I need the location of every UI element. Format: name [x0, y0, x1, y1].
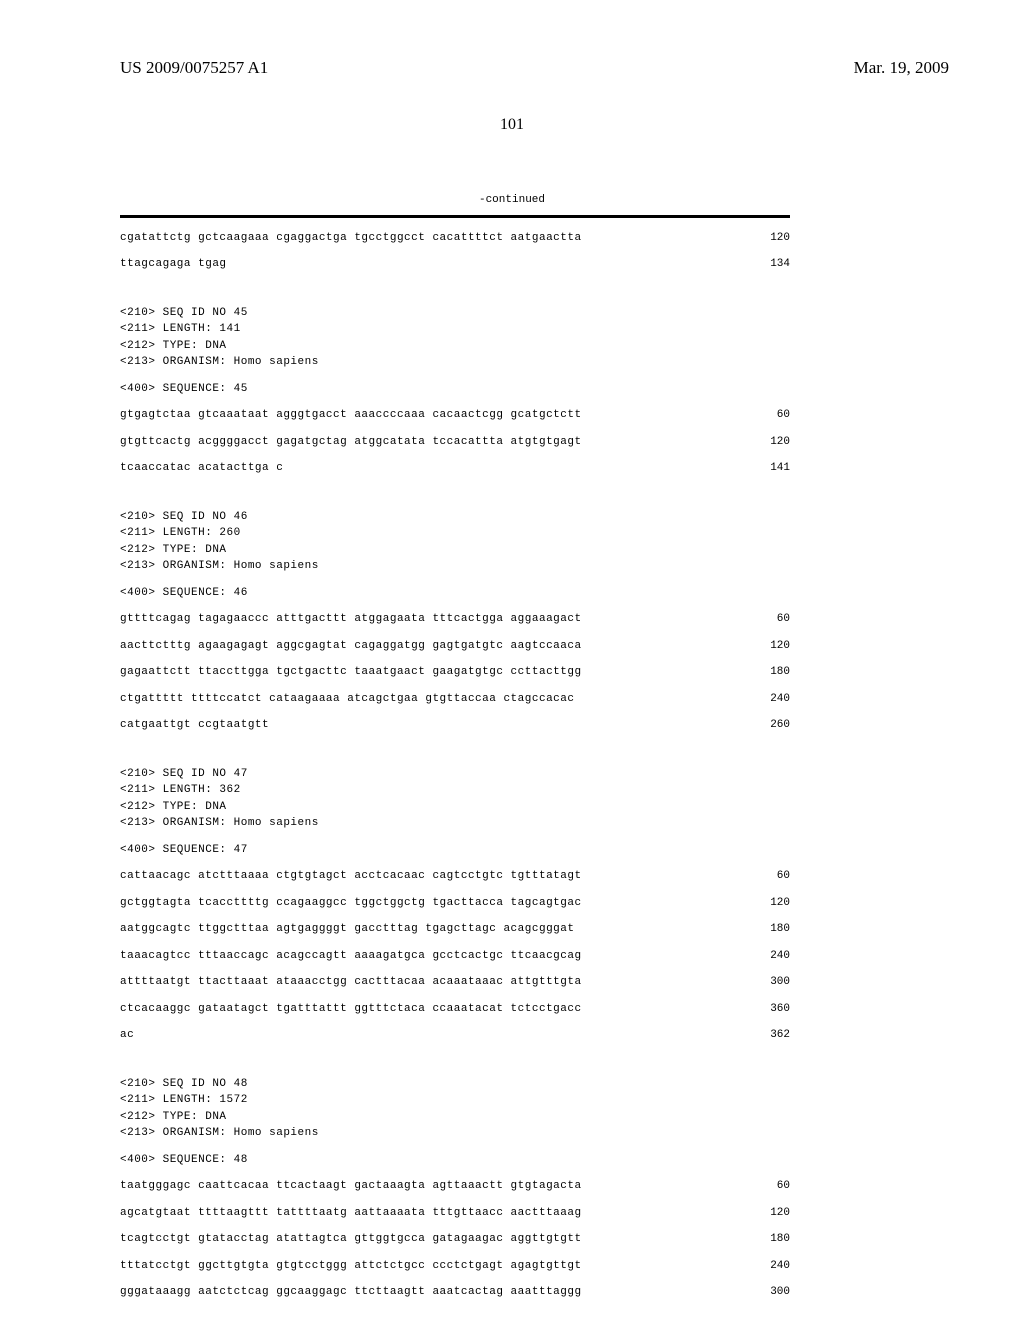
sequence-position: 240: [750, 1258, 790, 1275]
sequence-meta: <210> SEQ ID NO 47: [120, 766, 904, 783]
sequence-text: tcaaccatac acatacttga c: [120, 460, 283, 477]
sequence-line: gctggtagta tcaccttttg ccagaaggcc tggctgg…: [120, 895, 790, 912]
sequence-line: attttaatgt ttacttaaat ataaacctgg cacttta…: [120, 974, 790, 991]
sequence-line: gtgagtctaa gtcaaataat agggtgacct aaacccc…: [120, 407, 790, 424]
sequence-text: catgaattgt ccgtaatgtt: [120, 717, 269, 734]
sequence-meta: <211> LENGTH: 260: [120, 525, 904, 542]
sequence-meta: <213> ORGANISM: Homo sapiens: [120, 1125, 904, 1142]
sequence-text: gagaattctt ttaccttgga tgctgacttc taaatga…: [120, 664, 582, 681]
sequence-position: 60: [750, 868, 790, 885]
sequence-position: 120: [750, 230, 790, 247]
sequence-line: tcagtcctgt gtatacctag atattagtca gttggtg…: [120, 1231, 790, 1248]
sequence-line: tttatcctgt ggcttgtgta gtgtcctggg attctct…: [120, 1258, 790, 1275]
sequence-text: cgatattctg gctcaagaaa cgaggactga tgcctgg…: [120, 230, 582, 247]
sequence-position: 60: [750, 611, 790, 628]
continued-label: -continued: [120, 192, 904, 209]
sequence-meta: <210> SEQ ID NO 45: [120, 305, 904, 322]
sequence-text: agcatgtaat ttttaagttt tattttaatg aattaaa…: [120, 1205, 582, 1222]
sequence-text: gtgagtctaa gtcaaataat agggtgacct aaacccc…: [120, 407, 582, 424]
sequence-text: taatgggagc caattcacaa ttcactaagt gactaaa…: [120, 1178, 582, 1195]
sequence-text: taaacagtcc tttaaccagc acagccagtt aaaagat…: [120, 948, 582, 965]
sequence-text: gtgttcactg acggggacct gagatgctag atggcat…: [120, 434, 582, 451]
sequence-line: gagaattctt ttaccttgga tgctgacttc taaatga…: [120, 664, 790, 681]
sequence-position: 141: [750, 460, 790, 477]
sequence-position: 120: [750, 434, 790, 451]
sequence-meta: <212> TYPE: DNA: [120, 799, 904, 816]
page-number: 101: [0, 116, 1024, 134]
sequence-label: <400> SEQUENCE: 45: [120, 381, 904, 398]
sequence-line: aatggcagtc ttggctttaa agtgaggggt gaccttt…: [120, 921, 790, 938]
sequence-position: 180: [750, 921, 790, 938]
sequence-line: gggataaagg aatctctcag ggcaaggagc ttcttaa…: [120, 1284, 790, 1301]
sequence-line: cgatattctg gctcaagaaa cgaggactga tgcctgg…: [120, 230, 790, 247]
sequence-position: 120: [750, 895, 790, 912]
sequence-text: gctggtagta tcaccttttg ccagaaggcc tggctgg…: [120, 895, 582, 912]
sequence-position: 120: [750, 638, 790, 655]
sequence-line: aacttctttg agaagagagt aggcgagtat cagagga…: [120, 638, 790, 655]
sequence-position: 60: [750, 407, 790, 424]
sequence-position: 360: [750, 1001, 790, 1018]
sequence-position: 134: [750, 256, 790, 273]
sequence-line: catgaattgt ccgtaatgtt 260: [120, 717, 790, 734]
sequence-line: ctgattttt ttttccatct cataagaaaa atcagctg…: [120, 691, 790, 708]
sequence-text: ttagcagaga tgag: [120, 256, 227, 273]
sequence-position: 180: [750, 664, 790, 681]
sequence-meta: <211> LENGTH: 362: [120, 782, 904, 799]
sequence-listing: -continued cgatattctg gctcaagaaa cgaggac…: [0, 134, 1024, 1301]
sequence-container: cgatattctg gctcaagaaa cgaggactga tgcctgg…: [120, 230, 904, 1301]
sequence-label: <400> SEQUENCE: 48: [120, 1152, 904, 1169]
sequence-text: tcagtcctgt gtatacctag atattagtca gttggtg…: [120, 1231, 582, 1248]
sequence-line: taatgggagc caattcacaa ttcactaagt gactaaa…: [120, 1178, 790, 1195]
sequence-text: gggataaagg aatctctcag ggcaaggagc ttcttaa…: [120, 1284, 582, 1301]
sequence-meta: <213> ORGANISM: Homo sapiens: [120, 354, 904, 371]
sequence-line: taaacagtcc tttaaccagc acagccagtt aaaagat…: [120, 948, 790, 965]
sequence-position: 362: [750, 1027, 790, 1044]
document-number: US 2009/0075257 A1: [120, 58, 268, 78]
sequence-text: gttttcagag tagagaaccc atttgacttt atggaga…: [120, 611, 582, 628]
sequence-meta: <211> LENGTH: 141: [120, 321, 904, 338]
sequence-meta: <212> TYPE: DNA: [120, 338, 904, 355]
sequence-position: 120: [750, 1205, 790, 1222]
sequence-text: aatggcagtc ttggctttaa agtgaggggt gaccttt…: [120, 921, 574, 938]
document-date: Mar. 19, 2009: [854, 58, 949, 78]
sequence-position: 300: [750, 1284, 790, 1301]
sequence-line: cattaacagc atctttaaaa ctgtgtagct acctcac…: [120, 868, 790, 885]
sequence-line: gtgttcactg acggggacct gagatgctag atggcat…: [120, 434, 790, 451]
sequence-meta: <213> ORGANISM: Homo sapiens: [120, 815, 904, 832]
sequence-text: ctgattttt ttttccatct cataagaaaa atcagctg…: [120, 691, 574, 708]
sequence-line: ttagcagaga tgag 134: [120, 256, 790, 273]
sequence-position: 260: [750, 717, 790, 734]
sequence-text: ctcacaaggc gataatagct tgatttattt ggtttct…: [120, 1001, 582, 1018]
sequence-text: attttaatgt ttacttaaat ataaacctgg cacttta…: [120, 974, 582, 991]
sequence-position: 240: [750, 691, 790, 708]
sequence-text: ac: [120, 1027, 134, 1044]
sequence-meta: <211> LENGTH: 1572: [120, 1092, 904, 1109]
sequence-meta: <210> SEQ ID NO 46: [120, 509, 904, 526]
sequence-position: 180: [750, 1231, 790, 1248]
sequence-meta: <212> TYPE: DNA: [120, 1109, 904, 1126]
page-header: US 2009/0075257 A1 Mar. 19, 2009: [0, 0, 1024, 78]
sequence-meta: <210> SEQ ID NO 48: [120, 1076, 904, 1093]
sequence-position: 300: [750, 974, 790, 991]
sequence-meta: <212> TYPE: DNA: [120, 542, 904, 559]
sequence-label: <400> SEQUENCE: 47: [120, 842, 904, 859]
sequence-text: cattaacagc atctttaaaa ctgtgtagct acctcac…: [120, 868, 582, 885]
sequence-line: gttttcagag tagagaaccc atttgacttt atggaga…: [120, 611, 790, 628]
sequence-label: <400> SEQUENCE: 46: [120, 585, 904, 602]
sequence-line: ctcacaaggc gataatagct tgatttattt ggtttct…: [120, 1001, 790, 1018]
sequence-text: tttatcctgt ggcttgtgta gtgtcctggg attctct…: [120, 1258, 582, 1275]
divider-thin: [120, 217, 790, 218]
sequence-line: ac 362: [120, 1027, 790, 1044]
sequence-line: agcatgtaat ttttaagttt tattttaatg aattaaa…: [120, 1205, 790, 1222]
sequence-meta: <213> ORGANISM: Homo sapiens: [120, 558, 904, 575]
sequence-line: tcaaccatac acatacttga c 141: [120, 460, 790, 477]
sequence-position: 240: [750, 948, 790, 965]
sequence-text: aacttctttg agaagagagt aggcgagtat cagagga…: [120, 638, 582, 655]
sequence-position: 60: [750, 1178, 790, 1195]
